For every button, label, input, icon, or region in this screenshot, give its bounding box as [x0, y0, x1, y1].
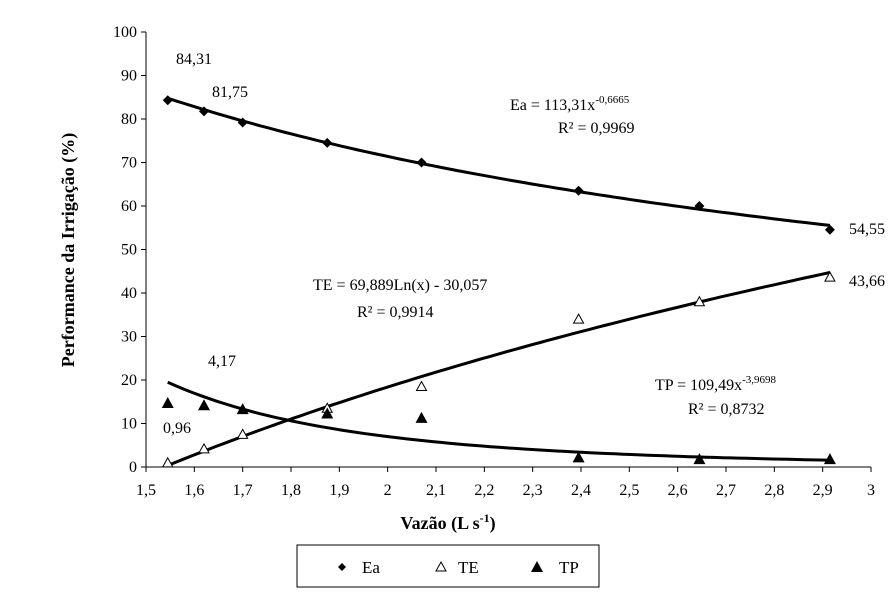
x-tick-label: 2,6 [668, 482, 688, 499]
equation-tp-exponent: -3,9698 [742, 374, 776, 386]
y-tick-label: 80 [121, 111, 137, 128]
equation-te-r2: R² = 0,9914 [357, 304, 434, 321]
x-tick-label: 2,2 [474, 482, 494, 499]
data-point-ea [694, 201, 705, 211]
x-tick-label: 2 [384, 482, 392, 499]
legend-label-tp: TP [559, 558, 579, 577]
equation-ea-r2: R² = 0,9969 [558, 120, 635, 137]
data-label-te-last: 43,66 [849, 273, 885, 290]
data-point-te [236, 428, 249, 439]
data-point-te [161, 456, 174, 468]
equation-ea-main: Ea = 113,31x [510, 97, 595, 114]
data-point-ea [824, 224, 835, 235]
data-point-ea [199, 106, 209, 117]
trend-line-te [167, 271, 831, 467]
y-tick-label: 10 [121, 416, 137, 433]
legend-marker-tp [531, 561, 543, 572]
x-tick-label: 2,7 [716, 482, 736, 499]
data-point-te [415, 380, 428, 392]
x-tick-label: 1,6 [184, 482, 204, 499]
x-tick-label: 2,5 [619, 482, 639, 499]
x-axis-label-text: Vazão (L s [400, 513, 479, 534]
data-point-tp [823, 453, 836, 465]
trend-line-ea [167, 96, 831, 227]
data-point-tp [693, 453, 706, 465]
y-tick-label: 30 [121, 329, 137, 346]
data-label-ea-second: 81,75 [212, 84, 248, 101]
trend-line-tp [167, 380, 830, 462]
x-axis-label-suffix: ) [490, 513, 496, 534]
legend-label-ea: Ea [362, 558, 380, 577]
data-point-tp [198, 399, 210, 411]
data-point-tp [161, 397, 174, 409]
y-axis-ticks: 0 10 20 30 40 50 60 70 80 90 100 [113, 24, 146, 476]
data-point-te [572, 313, 585, 324]
equation-te: TE = 69,889Ln(x) - 30,057 [313, 277, 487, 294]
x-axis-label: Vazão (L s-1) [400, 511, 495, 534]
x-tick-label: 1,9 [329, 482, 349, 499]
legend-marker-te [435, 560, 447, 572]
x-tick-label: 2,9 [813, 482, 833, 499]
x-tick-label: 1,8 [281, 482, 301, 499]
y-tick-label: 90 [121, 68, 137, 85]
legend: Ea TE TP [296, 544, 600, 588]
data-point-tp [321, 407, 334, 419]
legend-label-te: TE [458, 558, 479, 577]
data-points [161, 95, 836, 468]
equation-ea-exponent: -0,6665 [595, 94, 629, 106]
y-tick-label: 50 [121, 242, 137, 259]
equation-tp-r2: R² = 0,8732 [688, 401, 765, 418]
data-point-ea [162, 95, 173, 106]
x-axis-ticks: 1,5 1,6 1,7 1,8 1,9 2 2,1 2,2 2,3 2,4 2,5 2,6 2,7 2,8… [136, 467, 875, 499]
x-tick-label: 1,7 [233, 482, 253, 499]
y-tick-label: 60 [121, 198, 137, 215]
data-point-te [198, 442, 210, 454]
legend-box [296, 544, 600, 588]
y-tick-label: 0 [129, 459, 137, 476]
data-point-ea [416, 157, 427, 168]
data-point-te [824, 271, 836, 282]
legend-marker-ea [338, 563, 346, 571]
data-point-ea [237, 117, 248, 128]
equation-tp-main: TP = 109,49x [655, 377, 742, 394]
data-point-tp [236, 403, 249, 415]
y-axis-label: Performance da Irrigação (%) [58, 133, 79, 367]
x-tick-label: 2,3 [523, 482, 543, 499]
y-tick-label: 100 [113, 24, 137, 41]
y-tick-label: 40 [121, 285, 137, 302]
data-label-te-first: 0,96 [163, 420, 191, 437]
data-point-te [693, 295, 706, 307]
data-point-tp [572, 451, 585, 463]
trend-lines [167, 96, 831, 467]
y-tick-label: 70 [121, 155, 137, 172]
x-tick-label: 2,4 [571, 482, 591, 499]
data-label-ea-first: 84,31 [176, 51, 212, 68]
equation-tp: TP = 109,49x-3,9698 [655, 374, 777, 394]
x-tick-label: 2,8 [764, 482, 784, 499]
data-label-ea-last: 54,55 [849, 221, 885, 238]
equation-ea: Ea = 113,31x-0,6665 [510, 94, 630, 114]
data-point-ea [573, 185, 584, 196]
x-axis-label-exponent: -1 [480, 511, 490, 525]
data-point-ea [322, 137, 333, 148]
data-point-tp [415, 411, 428, 423]
data-label-te-second: 4,17 [208, 353, 236, 370]
x-tick-label: 1,5 [136, 482, 156, 499]
x-tick-label: 2,1 [426, 482, 446, 499]
x-tick-label: 3 [867, 482, 875, 499]
y-tick-label: 20 [121, 372, 137, 389]
